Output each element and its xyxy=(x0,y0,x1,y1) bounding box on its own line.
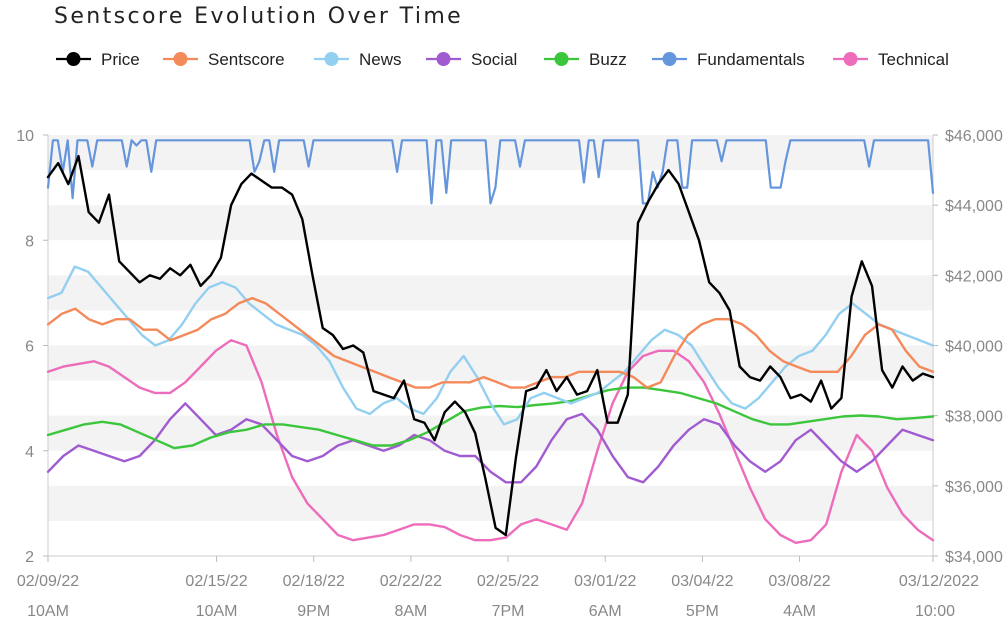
x-tick-label-date: 03/12/2022 xyxy=(899,573,979,590)
legend-marker-technical[interactable] xyxy=(843,52,858,66)
legend-label-buzz: Buzz xyxy=(589,50,627,69)
x-tick-label-time: 10:00 xyxy=(915,603,955,620)
left-tick-label: 2 xyxy=(25,549,34,566)
series-line-fundamentals xyxy=(46,139,935,205)
legend-marker-news[interactable] xyxy=(324,52,339,66)
x-tick-label-time: 4AM xyxy=(783,603,816,620)
series-line-news xyxy=(46,265,935,426)
legend-label-sentscore: Sentscore xyxy=(208,50,285,69)
x-tick-label-date: 02/15/22 xyxy=(185,573,247,590)
x-tick-label-time: 6AM xyxy=(589,603,622,620)
right-tick-label: $36,000 xyxy=(945,479,1003,496)
grid-band xyxy=(48,275,933,311)
chart-title: Sentscore Evolution Over Time xyxy=(54,4,464,29)
legend-label-fundamentals: Fundamentals xyxy=(697,50,805,69)
x-tick-label-date: 03/08/22 xyxy=(768,573,830,590)
right-tick-label: $44,000 xyxy=(945,198,1003,215)
legend-marker-buzz[interactable] xyxy=(554,52,569,66)
left-tick-label: 10 xyxy=(16,128,34,145)
legend-marker-social[interactable] xyxy=(436,52,451,66)
legend-label-social: Social xyxy=(471,50,517,69)
legend-marker-fundamentals[interactable] xyxy=(662,52,677,66)
legend-label-technical: Technical xyxy=(878,50,949,69)
legend-marker-sentscore[interactable] xyxy=(173,52,188,66)
series-line-price xyxy=(46,154,935,537)
x-tick-label-time: 10AM xyxy=(27,603,69,620)
series-line-buzz xyxy=(46,386,935,450)
grid-band xyxy=(48,415,933,451)
grid-band xyxy=(48,205,933,241)
legend-label-price: Price xyxy=(101,50,140,69)
legend-label-news: News xyxy=(359,50,402,69)
right-tick-label: $38,000 xyxy=(945,409,1003,426)
x-tick-label-date: 02/25/22 xyxy=(477,573,539,590)
x-tick-label-time: 9PM xyxy=(297,603,330,620)
left-tick-label: 6 xyxy=(25,339,34,356)
right-tick-label: $46,000 xyxy=(945,128,1003,145)
x-tick-label-date: 03/01/22 xyxy=(574,573,636,590)
legend-marker-price[interactable] xyxy=(66,52,81,66)
right-tick-label: $42,000 xyxy=(945,268,1003,285)
series-line-social xyxy=(46,402,935,484)
right-tick-label: $34,000 xyxy=(945,549,1003,566)
x-tick-label-time: 7PM xyxy=(492,603,525,620)
left-tick-label: 4 xyxy=(25,444,34,461)
series-line-technical xyxy=(46,339,935,544)
left-tick-label: 8 xyxy=(25,233,34,250)
x-tick-label-date: 02/22/22 xyxy=(380,573,442,590)
x-tick-label-date: 03/04/22 xyxy=(671,573,733,590)
series-line-sentscore xyxy=(46,296,935,389)
x-tick-label-time: 8AM xyxy=(394,603,427,620)
x-tick-label-time: 10AM xyxy=(196,603,238,620)
x-tick-label-date: 02/09/22 xyxy=(17,573,79,590)
x-tick-label-time: 5PM xyxy=(686,603,719,620)
right-tick-label: $40,000 xyxy=(945,339,1003,356)
x-tick-label-date: 02/18/22 xyxy=(283,573,345,590)
grid-band xyxy=(48,345,933,381)
